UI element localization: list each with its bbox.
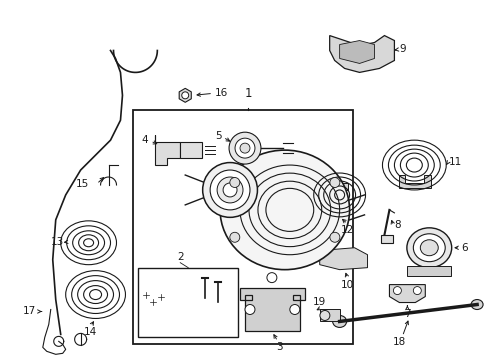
Text: 8: 8	[394, 220, 400, 230]
Polygon shape	[399, 175, 430, 188]
Text: 10: 10	[340, 280, 353, 289]
Text: 1: 1	[244, 87, 251, 100]
Circle shape	[266, 273, 276, 283]
Text: 13: 13	[51, 237, 64, 247]
Circle shape	[229, 232, 239, 242]
Text: 3: 3	[276, 342, 283, 352]
Circle shape	[240, 143, 249, 153]
Text: 7: 7	[403, 310, 410, 319]
Ellipse shape	[223, 183, 237, 197]
Ellipse shape	[202, 163, 257, 217]
Text: 18: 18	[392, 337, 405, 347]
Text: 9: 9	[399, 44, 405, 54]
Ellipse shape	[406, 228, 451, 268]
Text: 2: 2	[177, 252, 183, 262]
Polygon shape	[155, 135, 180, 165]
Polygon shape	[179, 88, 191, 102]
Ellipse shape	[470, 300, 482, 310]
Circle shape	[244, 305, 254, 315]
Polygon shape	[319, 310, 339, 321]
Circle shape	[229, 177, 239, 188]
Ellipse shape	[210, 170, 249, 210]
Circle shape	[329, 177, 339, 188]
Bar	[180, 142, 202, 158]
Circle shape	[329, 232, 339, 242]
Polygon shape	[240, 288, 304, 332]
Ellipse shape	[217, 177, 243, 203]
Text: 6: 6	[460, 243, 467, 253]
Circle shape	[182, 92, 188, 99]
Circle shape	[202, 294, 208, 301]
Polygon shape	[329, 36, 394, 72]
Polygon shape	[388, 285, 425, 302]
Bar	[133, 110, 352, 345]
Circle shape	[393, 287, 401, 294]
Circle shape	[412, 287, 421, 294]
Polygon shape	[339, 41, 374, 63]
Circle shape	[289, 305, 299, 315]
Circle shape	[175, 280, 181, 285]
Text: 4: 4	[142, 135, 148, 145]
Circle shape	[189, 280, 195, 285]
Text: 12: 12	[340, 225, 353, 235]
Bar	[407, 266, 450, 276]
Circle shape	[319, 310, 329, 320]
Circle shape	[156, 292, 166, 302]
Text: 19: 19	[312, 297, 325, 306]
Circle shape	[235, 138, 254, 158]
Ellipse shape	[412, 234, 444, 262]
Text: 11: 11	[448, 157, 462, 167]
Text: 5: 5	[215, 131, 222, 141]
Bar	[158, 275, 200, 294]
Circle shape	[141, 289, 151, 300]
Ellipse shape	[420, 240, 437, 256]
Circle shape	[228, 132, 261, 164]
Text: 16: 16	[215, 88, 228, 98]
Ellipse shape	[220, 150, 349, 270]
Circle shape	[163, 280, 169, 285]
Text: 17: 17	[23, 306, 36, 316]
Text: 15: 15	[76, 179, 89, 189]
Polygon shape	[319, 248, 367, 270]
Text: 14: 14	[84, 328, 97, 337]
Circle shape	[148, 297, 158, 306]
Polygon shape	[331, 183, 347, 190]
Bar	[381, 235, 393, 243]
Circle shape	[215, 298, 221, 305]
Bar	[138, 268, 238, 337]
Ellipse shape	[332, 315, 346, 328]
